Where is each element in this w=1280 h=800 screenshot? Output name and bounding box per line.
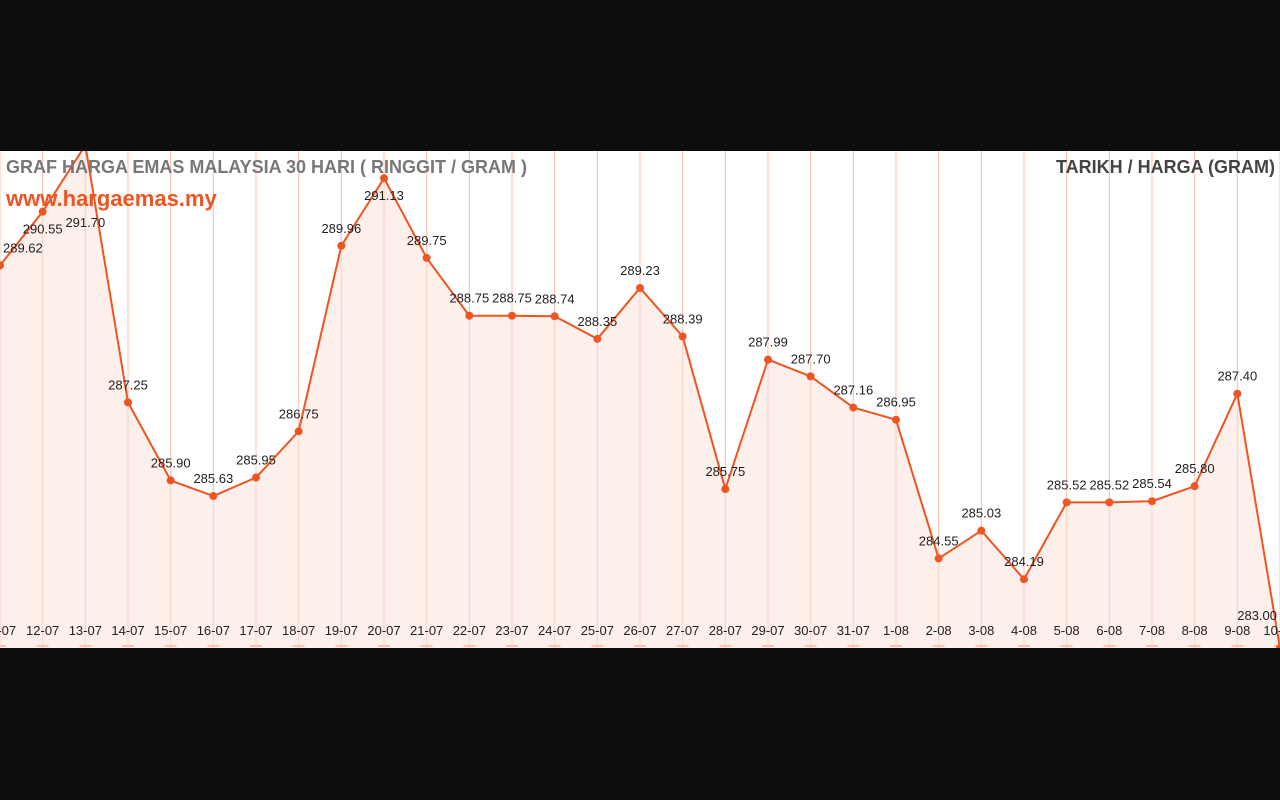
data-label: 285.90 — [151, 455, 191, 470]
data-point — [764, 355, 772, 364]
data-label: 289.23 — [620, 263, 660, 278]
data-point — [465, 311, 474, 320]
data-label: 289.75 — [407, 233, 447, 248]
data-label: 285.03 — [961, 506, 1001, 521]
data-label: 289.62 — [3, 240, 43, 255]
data-label: 291.70 — [65, 215, 105, 230]
data-point — [337, 241, 346, 250]
site-link[interactable]: www.hargaemas.my — [6, 186, 217, 211]
data-label: 286.95 — [876, 395, 916, 410]
x-tick-label: 2-08 — [926, 623, 952, 638]
x-tick-label: 9-08 — [1224, 623, 1250, 638]
data-label: 290.55 — [23, 222, 63, 237]
x-tick-label: 6-08 — [1096, 623, 1122, 638]
chart-svg: 11-07 12-07 13-07 14-07 15-07 16-07 17-07 18-07… — [0, 151, 1280, 648]
x-tick-label: 28-07 — [709, 623, 742, 638]
data-label: 288.75 — [449, 291, 489, 306]
x-tick-label: 13-07 — [69, 623, 102, 638]
data-label: 291.13 — [364, 188, 404, 203]
data-point — [380, 174, 388, 183]
data-label: 287.70 — [791, 351, 831, 366]
x-tick-label: 24-07 — [538, 623, 571, 638]
data-label: 285.52 — [1089, 477, 1129, 492]
data-point — [422, 253, 431, 262]
x-tick-label: 14-07 — [111, 623, 144, 638]
data-point — [1276, 644, 1280, 648]
data-label: 286.75 — [279, 406, 319, 421]
data-point — [1062, 498, 1071, 507]
data-label: 288.74 — [535, 291, 575, 306]
data-label: 285.75 — [705, 464, 745, 479]
x-tick-label: 15-07 — [154, 623, 187, 638]
x-tick-label: 20-07 — [367, 623, 400, 638]
data-label: 289.96 — [321, 221, 361, 236]
data-point — [806, 372, 815, 381]
data-label: 287.99 — [748, 335, 788, 350]
data-point — [1105, 498, 1114, 507]
gold-price-chart: 11-07 12-07 13-07 14-07 15-07 16-07 17-07 18-07… — [0, 151, 1280, 648]
data-label: 287.25 — [108, 377, 148, 392]
x-tick-label: 8-08 — [1182, 623, 1208, 638]
data-point — [678, 332, 687, 341]
data-point — [166, 476, 175, 485]
data-point — [636, 283, 644, 292]
data-point — [508, 311, 516, 320]
data-point — [721, 485, 730, 494]
data-label: 288.39 — [663, 312, 703, 327]
x-tick-label: 19-07 — [325, 623, 358, 638]
data-label: 285.63 — [193, 471, 233, 486]
x-tick-label: 4-08 — [1011, 623, 1037, 638]
data-label: 283.00 — [1237, 608, 1277, 623]
data-point — [593, 334, 602, 343]
x-tick-label: 21-07 — [410, 623, 443, 638]
x-tick-label: 18-07 — [282, 623, 315, 638]
data-point — [1148, 497, 1156, 506]
x-tick-label: 23-07 — [495, 623, 528, 638]
x-tick-label: 31-07 — [837, 623, 870, 638]
data-label: 288.35 — [577, 314, 617, 329]
x-tick-label: 12-07 — [26, 623, 59, 638]
x-tick-label: 17-07 — [239, 623, 272, 638]
data-point — [294, 427, 303, 436]
data-point — [209, 492, 218, 501]
data-point — [934, 554, 943, 563]
data-point — [252, 473, 260, 482]
x-tick-label: 3-08 — [968, 623, 994, 638]
x-tick-label: 11-07 — [0, 623, 16, 638]
data-point — [977, 526, 986, 535]
data-label: 287.16 — [833, 383, 873, 398]
data-label: 285.95 — [236, 453, 276, 468]
data-point — [1190, 482, 1199, 491]
x-tick-label: 26-07 — [623, 623, 656, 638]
x-tick-label: 7-08 — [1139, 623, 1165, 638]
data-label: 284.55 — [919, 533, 959, 548]
data-label: 288.75 — [492, 291, 532, 306]
data-point — [892, 415, 900, 424]
data-label: 285.80 — [1175, 461, 1215, 476]
chart-title: GRAF HARGA EMAS MALAYSIA 30 HARI ( RINGG… — [6, 157, 528, 177]
x-tick-label: 5-08 — [1054, 623, 1080, 638]
x-tick-label: 29-07 — [751, 623, 784, 638]
x-tick-label: 16-07 — [197, 623, 230, 638]
data-point — [124, 398, 132, 407]
x-tick-label: 10-08 — [1263, 623, 1280, 638]
chart-legend: TARIKH / HARGA (GRAM) — [1056, 157, 1275, 177]
data-point — [38, 207, 47, 216]
x-tick-label: 27-07 — [666, 623, 699, 638]
x-tick-label: 1-08 — [883, 623, 909, 638]
x-tick-label: 22-07 — [453, 623, 486, 638]
data-point — [550, 312, 559, 321]
data-point — [0, 261, 4, 270]
x-tick-label: 30-07 — [794, 623, 827, 638]
data-point — [1020, 575, 1028, 584]
data-label: 284.19 — [1004, 554, 1044, 569]
data-label: 285.54 — [1132, 476, 1172, 491]
data-point — [1233, 389, 1242, 398]
data-point — [849, 403, 858, 412]
data-label: 287.40 — [1217, 369, 1257, 384]
data-label: 285.52 — [1047, 477, 1087, 492]
x-tick-label: 25-07 — [581, 623, 614, 638]
